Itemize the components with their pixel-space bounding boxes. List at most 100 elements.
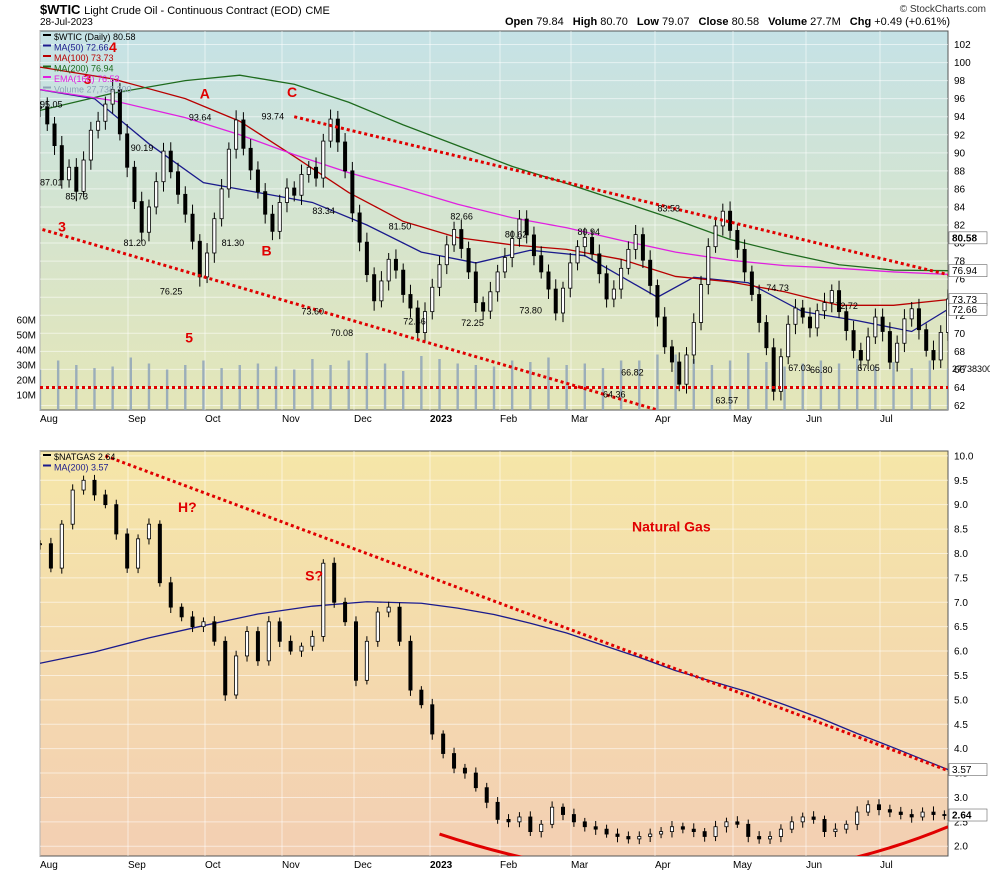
candle-body	[615, 833, 620, 837]
price-candle	[724, 817, 729, 833]
y-tick-label: 94	[954, 112, 966, 123]
x-tick-label: May	[733, 860, 752, 871]
candle-body	[0, 282, 3, 299]
x-tick-label: Jun	[806, 414, 822, 425]
volume-last-tag: 27738300	[952, 364, 990, 374]
price-candle	[546, 264, 551, 299]
price-candle	[916, 298, 921, 340]
price-candle	[306, 161, 311, 183]
price-label: 64.36	[603, 389, 626, 399]
candle-body	[92, 479, 97, 496]
candle-body	[70, 489, 75, 525]
chart-date: 28-Jul-2023	[40, 17, 93, 28]
candle-body	[212, 218, 217, 254]
candle-body	[364, 241, 369, 276]
candle-body	[110, 89, 115, 105]
candle-body	[811, 816, 816, 820]
candle-body	[506, 819, 511, 823]
candle-body	[0, 256, 3, 271]
volume-tick-label: 20M	[17, 376, 36, 387]
candle-body	[146, 206, 151, 233]
price-candle	[593, 820, 598, 835]
volume-bar	[819, 360, 823, 410]
candle-body	[96, 120, 101, 131]
price-candle	[637, 831, 642, 845]
price-candle	[706, 238, 711, 295]
price-candle	[946, 289, 948, 341]
price-candle	[437, 256, 442, 297]
wave-label: A	[200, 86, 210, 102]
y-tick-label: 84	[954, 202, 966, 213]
price-label: 72.72	[835, 301, 858, 311]
price-candle	[615, 828, 620, 843]
price-label: 83.34	[312, 206, 335, 216]
candle-body	[248, 147, 253, 171]
candle-body	[880, 316, 885, 332]
price-label: 63.57	[716, 396, 739, 406]
price-candle	[582, 817, 587, 832]
candle-body	[157, 523, 162, 584]
candle-body	[568, 262, 573, 289]
candle-body	[328, 118, 333, 142]
chart-header: $WTIC Light Crude Oil - Continuous Contr…	[0, 0, 990, 30]
candle-body	[419, 689, 424, 706]
price-candle	[314, 157, 319, 187]
candle-body	[45, 106, 50, 125]
y-tick-label: 98	[954, 76, 966, 87]
y-tick-label: 100	[954, 58, 971, 69]
wave-label: B	[262, 243, 272, 259]
candle-body	[415, 307, 420, 333]
candle-body	[350, 170, 355, 214]
price-label: 72.25	[461, 318, 484, 328]
volume-bar	[674, 354, 677, 410]
candle-body	[88, 129, 93, 161]
y-tick-label: 2.0	[954, 842, 968, 853]
price-candle	[157, 520, 162, 587]
candle-body	[321, 562, 326, 637]
volume-bar	[565, 365, 568, 410]
price-candle	[793, 299, 798, 335]
candle-body	[706, 246, 711, 285]
price-label: 93.74	[262, 111, 285, 121]
y-tick-label: 10.0	[954, 451, 974, 462]
candle-body	[190, 213, 195, 242]
price-candle	[234, 110, 239, 159]
candle-body	[430, 704, 435, 735]
price-candle	[401, 263, 406, 303]
x-tick-label: Nov	[282, 860, 300, 871]
price-candle	[800, 299, 805, 324]
candle-body	[59, 523, 64, 569]
price-candle	[851, 320, 856, 359]
exchange: CME	[305, 5, 330, 17]
price-candle	[771, 338, 776, 401]
candle-body	[226, 148, 231, 190]
y-tick-label: 78	[954, 257, 966, 268]
candle-body	[306, 166, 311, 175]
candle-body	[680, 826, 685, 830]
price-candle	[582, 227, 587, 257]
price-candle	[205, 243, 210, 284]
price-candle	[866, 800, 871, 816]
price-candle	[938, 325, 943, 369]
candle-body	[462, 767, 467, 774]
candle-body	[938, 331, 943, 361]
price-candle	[248, 139, 253, 180]
candle-body	[524, 218, 529, 236]
candle-body	[604, 273, 609, 300]
price-candle	[735, 223, 740, 258]
volume-bar	[93, 368, 96, 410]
volume-bar	[946, 368, 948, 410]
price-candle	[335, 110, 340, 152]
price-candle	[201, 617, 206, 633]
price-tag: 73.73	[952, 295, 977, 306]
price-candle	[764, 315, 769, 356]
y-tick-label: 86	[954, 184, 966, 195]
price-candle	[270, 204, 275, 241]
candle-body	[855, 811, 860, 825]
instrument-description: Light Crude Oil - Continuous Contract (E…	[84, 5, 302, 17]
price-candle	[45, 97, 50, 131]
candle-body	[691, 322, 696, 356]
price-candle	[146, 518, 151, 545]
y-tick-label: 5.5	[954, 671, 968, 682]
ma-line	[40, 601, 948, 771]
